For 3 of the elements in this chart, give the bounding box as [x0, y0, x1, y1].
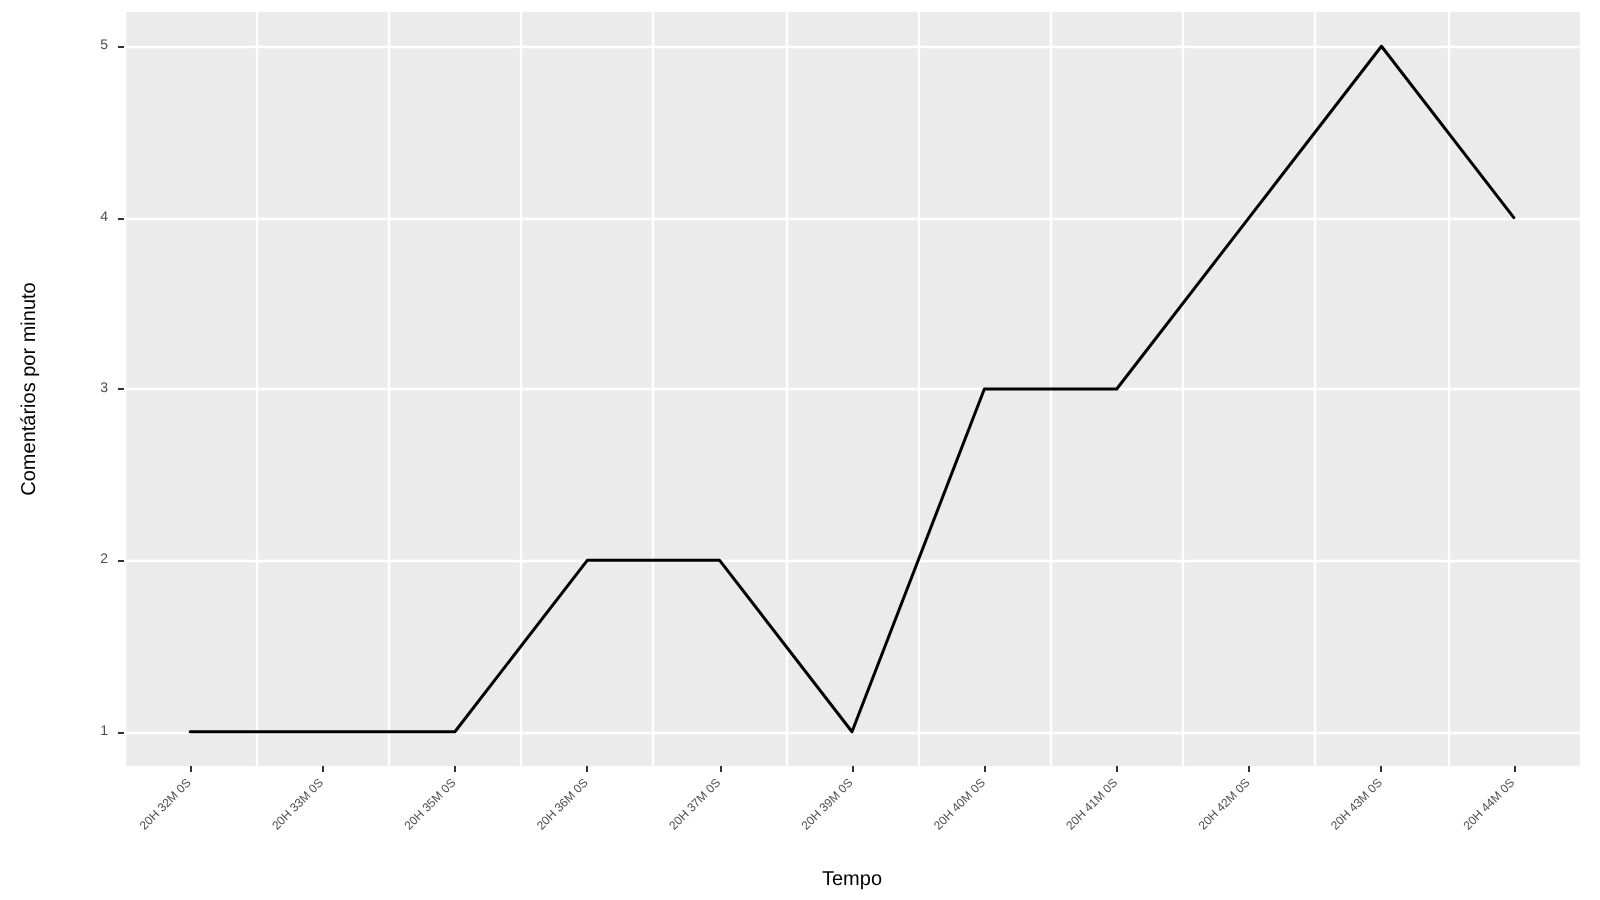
y-axis-title: Comentários por minuto: [19, 281, 41, 496]
x-axis-title: Tempo: [821, 869, 883, 891]
line-series: [188, 44, 1516, 734]
